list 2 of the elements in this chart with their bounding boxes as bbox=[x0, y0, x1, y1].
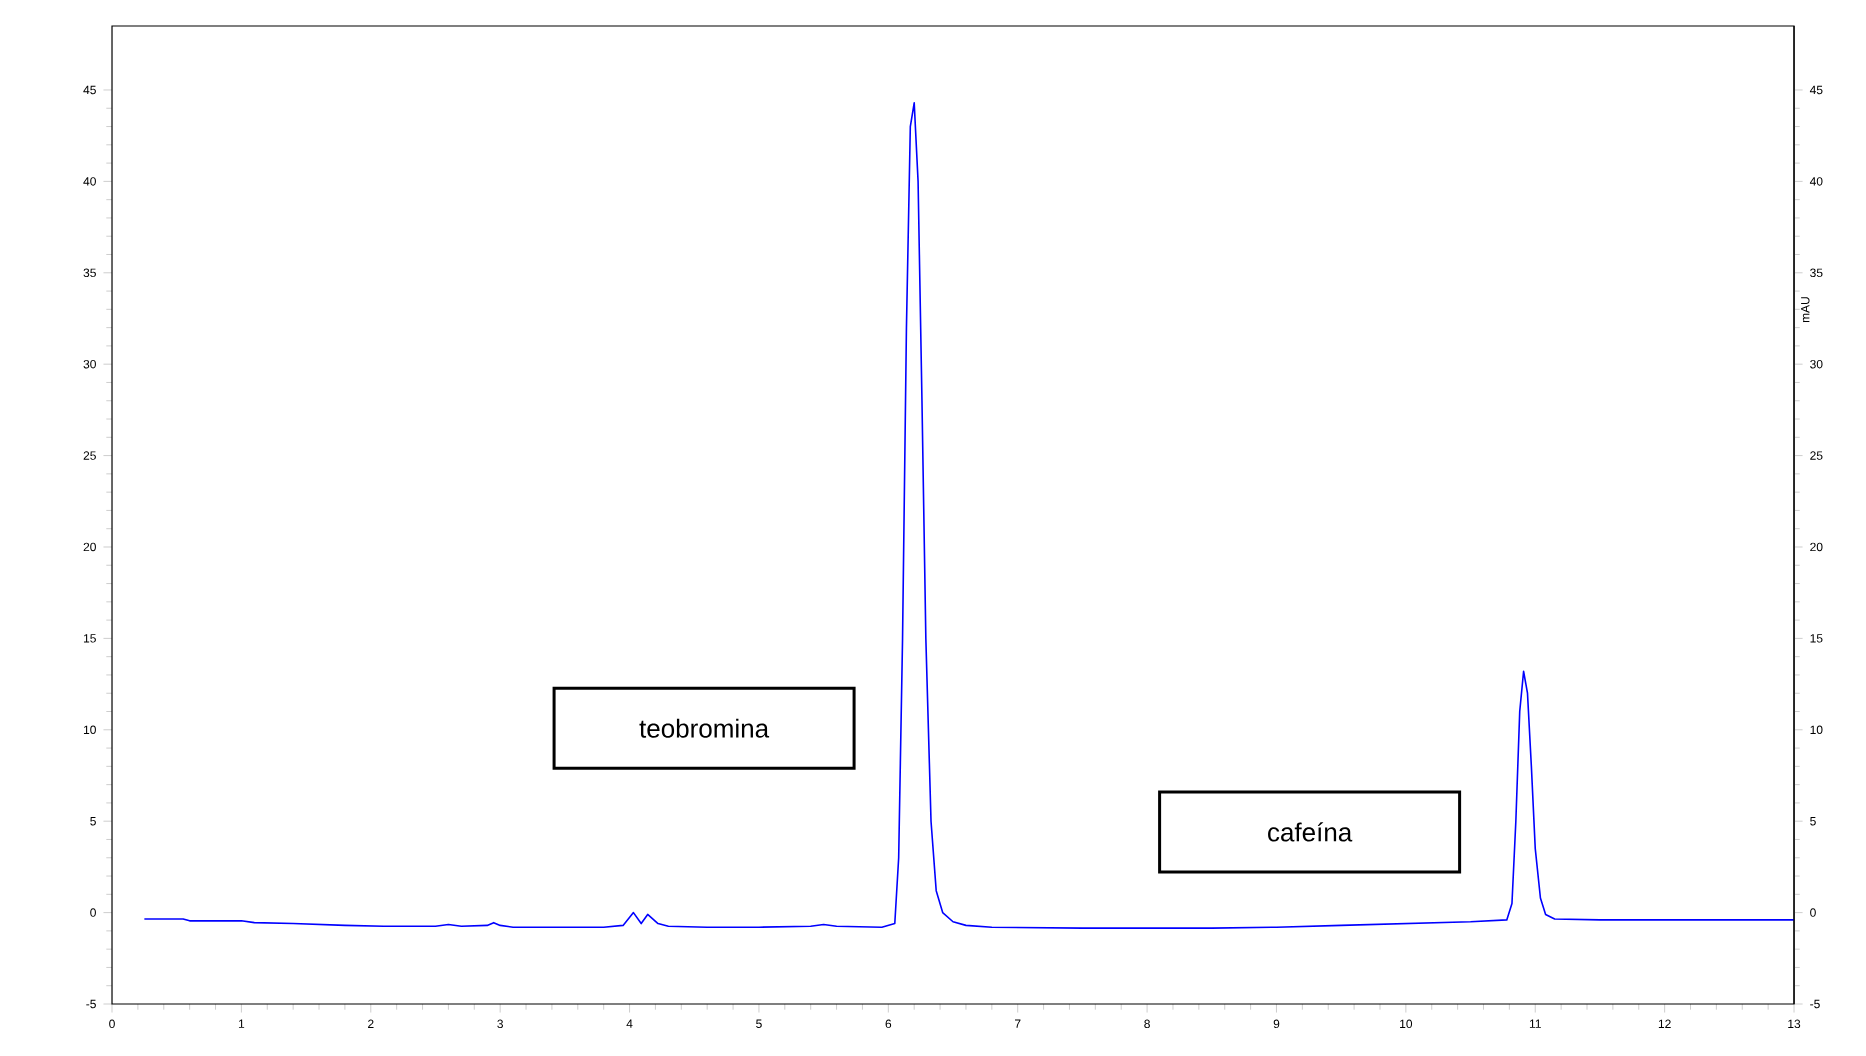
annotation: teobromina bbox=[639, 718, 770, 738]
annotation: cafeína bbox=[1268, 822, 1353, 842]
